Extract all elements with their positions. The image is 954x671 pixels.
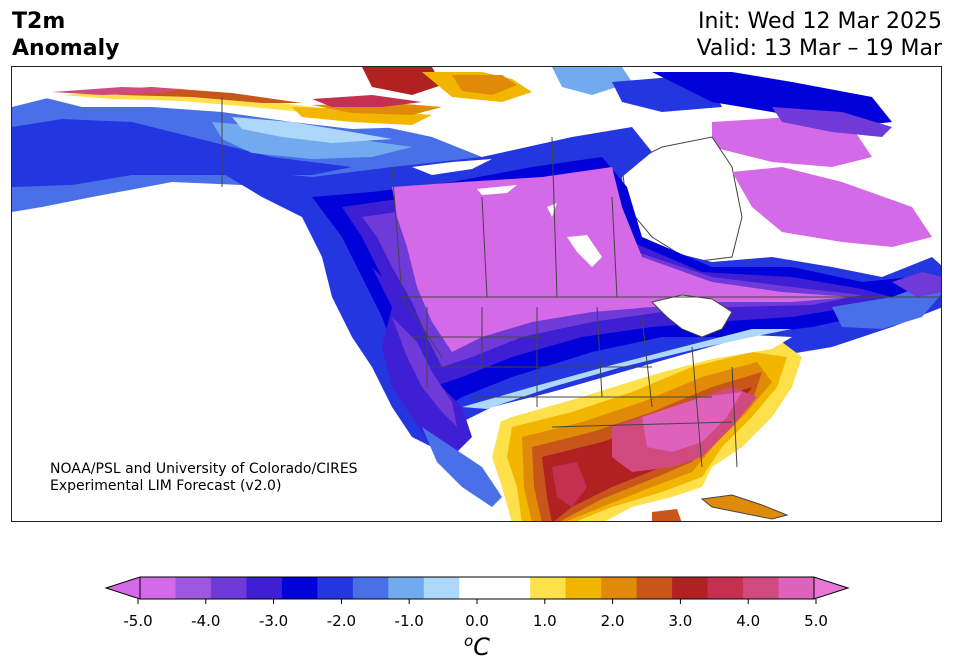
colorbar-tick-label: 2.0 [600,612,625,630]
great-lakes [651,294,733,338]
map-title-line1: T2m [12,9,66,34]
valid-date: Valid: 13 Mar – 19 Mar [696,36,942,61]
colorbar-cell [459,577,496,599]
colorbar-cell [565,577,602,599]
credit-line2: Experimental LIM Forecast (v2.0) [50,478,282,494]
colorbar-cell [352,577,389,599]
credit-text: NOAA/PSL and University of Colorado/CIRE… [50,461,358,495]
unit-base: C [473,633,490,661]
colorbar-cell [743,577,780,599]
forecast-dates: Init: Wed 12 Mar 2025 Valid: 13 Mar – 19… [697,8,942,62]
unit-sup: o [464,632,474,650]
map-title-line2: Anomaly [12,36,120,61]
colorbar-tick-label: 0.0 [465,612,489,630]
colorbar [104,576,850,604]
colorbar-cell [423,577,460,599]
colorbar-cell [175,577,212,599]
colorbar-cell [494,577,531,599]
colorbar-tick-label: -4.0 [191,612,221,630]
colorbar-tick-label: -1.0 [394,612,424,630]
cold-core [392,167,852,352]
colorbar-unit: oC [464,632,490,661]
colorbar-cell [601,577,638,599]
land-cuba [700,494,789,520]
colorbar-cell [388,577,425,599]
anomaly-map: NOAA/PSL and University of Colorado/CIRE… [11,66,942,522]
colorbar-cell [707,577,744,599]
colorbar-tick-label: 1.0 [532,612,557,630]
colorbar-cell [140,577,176,599]
colorbar-tick-label: -5.0 [123,612,153,630]
colorbar-cell [246,577,283,599]
colorbar-cell [281,577,318,599]
colorbar-cell [672,577,709,599]
colorbar-min-arrow [104,576,141,600]
land-arctic-islands [362,67,442,95]
colorbar-cell [636,577,673,599]
hudson-bay [621,136,743,263]
map-title: T2m Anomaly [12,8,119,62]
colorbar-tick-label: -2.0 [326,612,357,630]
colorbar-tick-label: 4.0 [736,612,761,630]
colorbar-cell [317,577,354,599]
init-date: Init: Wed 12 Mar 2025 [697,9,942,34]
colorbar-cell [778,577,815,599]
colorbar-cell [530,577,567,599]
colorbar-max-arrow [813,576,850,600]
colorbar-tick-label: 3.0 [668,612,693,630]
colorbar-tick-label: -3.0 [258,612,289,630]
credit-line1: NOAA/PSL and University of Colorado/CIRE… [50,461,358,477]
colorbar-cell [210,577,247,599]
colorbar-tick-label: 5.0 [804,612,828,630]
